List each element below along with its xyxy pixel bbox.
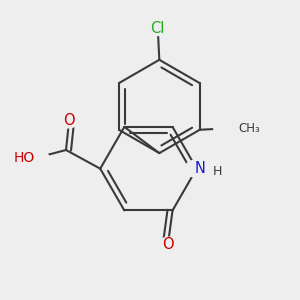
Ellipse shape (185, 160, 208, 177)
Text: Cl: Cl (151, 21, 165, 36)
Ellipse shape (214, 120, 245, 136)
Ellipse shape (150, 22, 166, 35)
Text: O: O (162, 237, 174, 252)
Ellipse shape (24, 150, 49, 166)
Ellipse shape (60, 113, 78, 128)
Text: HO: HO (14, 151, 35, 165)
Text: N: N (194, 161, 205, 176)
Text: O: O (63, 113, 75, 128)
Ellipse shape (159, 237, 177, 252)
Text: H: H (213, 165, 223, 178)
Text: CH₃: CH₃ (238, 122, 260, 135)
